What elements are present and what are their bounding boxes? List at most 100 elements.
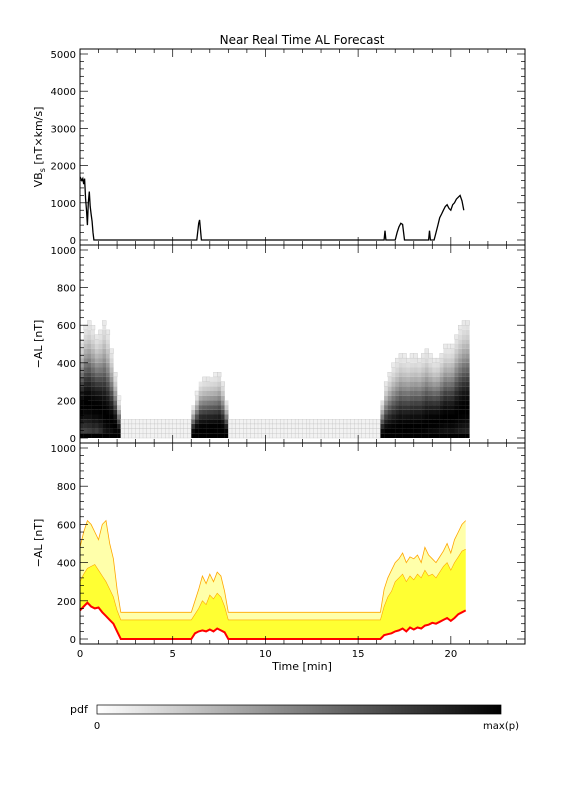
heatmap-cell: [432, 409, 437, 415]
heatmap-cell: [424, 376, 429, 382]
heatmap-cell: [332, 419, 337, 425]
heatmap-cell: [328, 433, 333, 439]
heatmap-cell: [191, 414, 196, 420]
heatmap-cell: [217, 400, 222, 406]
heatmap-cell: [220, 395, 225, 401]
heatmap-cell: [413, 386, 418, 391]
heatmap-cell: [398, 353, 403, 359]
heatmap-cell: [191, 423, 196, 429]
heatmap-cell: [450, 414, 455, 420]
heatmap-cell: [402, 358, 407, 363]
heatmap-cell: [462, 381, 466, 387]
heatmap-cell: [198, 400, 203, 406]
heatmap-cell: [235, 423, 240, 429]
heatmap-cell: [142, 428, 148, 434]
heatmap-cell: [131, 428, 136, 434]
heatmap-cell: [439, 433, 444, 438]
heatmap-cell: [102, 362, 107, 368]
heatmap-cell: [220, 419, 225, 424]
heatmap-cell: [102, 391, 107, 396]
heatmap-cell: [324, 419, 329, 425]
heatmap-cell: [161, 433, 166, 439]
heatmap-cell: [87, 414, 92, 420]
heatmap-cell: [421, 381, 426, 387]
heatmap-cell: [406, 367, 411, 373]
heatmap-cell: [202, 419, 207, 424]
heatmap-cell: [406, 433, 411, 438]
heatmap-cell: [343, 419, 348, 425]
heatmap-cell: [87, 358, 92, 363]
heatmap-cell: [150, 433, 155, 439]
heatmap-cell: [432, 362, 437, 368]
heatmap-cell: [94, 400, 99, 406]
heatmap-cell: [87, 433, 92, 438]
heatmap-cell: [413, 405, 418, 410]
heatmap-cell: [102, 372, 107, 377]
heatmap-cell: [350, 428, 355, 434]
heatmap-cell: [80, 419, 84, 424]
panel-heatmap-ticks: 0 200 400 600 800 1000: [51, 245, 526, 445]
heatmap-cell: [361, 423, 366, 429]
heatmap-cell: [80, 381, 84, 387]
heatmap-cell: [443, 348, 448, 354]
x-tick-label: 0: [77, 649, 83, 660]
heatmap-cell: [157, 433, 162, 439]
heatmap-cell: [265, 428, 270, 434]
heatmap-cell: [313, 428, 318, 434]
heatmap-cell: [117, 414, 121, 420]
heatmap-cell: [83, 433, 88, 438]
heatmap-cell: [432, 367, 437, 373]
heatmap-cell: [235, 433, 240, 439]
heatmap-cell: [191, 405, 196, 410]
panel-vbs-frame: [79, 48, 526, 246]
heatmap-cell: [447, 405, 451, 410]
heatmap-cell: [424, 367, 429, 373]
heatmap-cell: [80, 400, 84, 406]
heatmap-cell: [384, 409, 388, 415]
heatmap-cell: [465, 433, 470, 438]
heatmap-cell: [454, 353, 459, 359]
heatmap-cell: [432, 405, 437, 410]
heatmap-cell: [417, 395, 422, 401]
heatmap-cell: [387, 409, 392, 415]
heatmap-cell: [142, 433, 148, 439]
heatmap-cell: [324, 433, 329, 439]
heatmap-cell: [402, 395, 407, 401]
heatmap-cell: [387, 414, 392, 420]
heatmap-cell: [91, 362, 95, 368]
heatmap-cell: [454, 381, 459, 387]
heatmap-cell: [106, 353, 110, 359]
heatmap-cell: [246, 433, 251, 439]
heatmap-cell: [421, 395, 426, 401]
heatmap-cell: [410, 386, 414, 391]
heatmap-cell: [439, 409, 444, 415]
heatmap-cell: [224, 405, 229, 410]
chart-title: Near Real Time AL Forecast: [220, 33, 385, 47]
y-tick-label: 0: [70, 434, 76, 445]
heatmap-cell: [154, 428, 159, 434]
heatmap-cell: [213, 386, 218, 391]
heatmap-cell: [447, 433, 451, 438]
heatmap-cell: [209, 428, 214, 434]
heatmap-cell: [454, 358, 459, 363]
heatmap-cell: [205, 376, 211, 382]
heatmap-cell: [87, 339, 92, 344]
heatmap-cell: [361, 433, 366, 439]
heatmap-cell: [228, 428, 233, 434]
heatmap-cell: [324, 423, 329, 429]
heatmap-cell: [398, 405, 403, 410]
heatmap-cell: [154, 419, 159, 425]
heatmap-cell: [395, 400, 400, 406]
heatmap-cell: [228, 433, 233, 439]
heatmap-cell: [413, 423, 418, 429]
heatmap-cell: [458, 386, 463, 391]
heatmap-cell: [98, 381, 103, 387]
heatmap-cell: [217, 395, 222, 401]
heatmap-cell: [280, 419, 285, 425]
heatmap-cell: [183, 433, 188, 439]
heatmap-cell: [109, 433, 114, 438]
y-tick-label: 4000: [51, 87, 76, 98]
heatmap-cell: [335, 419, 340, 425]
heatmap-cell: [183, 428, 188, 434]
heatmap-cell: [428, 419, 433, 424]
